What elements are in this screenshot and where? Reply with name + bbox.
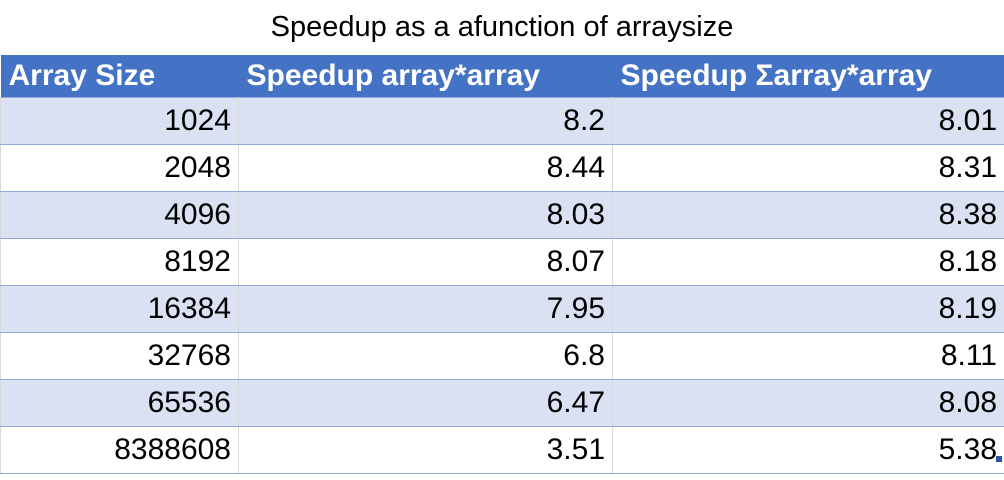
cell-speedup[interactable]: 6.47 (238, 379, 613, 427)
cell-speedup-sum[interactable]: 8.08 (612, 379, 1004, 427)
cell-speedup[interactable]: 8.2 (238, 97, 613, 145)
cell-array-size[interactable]: 32768 (0, 332, 239, 380)
table-row: 4096 8.03 8.38 (0, 191, 1004, 239)
cell-speedup-sum[interactable]: 8.38 (612, 191, 1004, 239)
cell-array-size[interactable]: 8192 (0, 238, 239, 286)
table-row: 2048 8.44 8.31 (0, 144, 1004, 192)
cell-speedup[interactable]: 8.07 (238, 238, 613, 286)
cell-array-size[interactable]: 16384 (0, 285, 239, 333)
cell-speedup-sum[interactable]: 8.19 (612, 285, 1004, 333)
table-row: 16384 7.95 8.19 (0, 285, 1004, 333)
table-row: 1024 8.2 8.01 (0, 97, 1004, 145)
table-row: 8388608 3.51 5.38 (0, 426, 1004, 474)
data-table: Array Size Speedup array*array Speedup Σ… (0, 55, 1004, 474)
cell-speedup[interactable]: 8.44 (238, 144, 613, 192)
table-row: 8192 8.07 8.18 (0, 238, 1004, 286)
table-title: Speedup as a afunction of arraysize (270, 11, 734, 43)
cell-array-size[interactable]: 2048 (0, 144, 239, 192)
table-row: 32768 6.8 8.11 (0, 332, 1004, 380)
cell-speedup[interactable]: 8.03 (238, 191, 613, 239)
header-speedup-sum-array-array[interactable]: Speedup Σarray*array (612, 55, 1004, 98)
cell-speedup-sum[interactable]: 5.38 (612, 426, 1004, 474)
cell-speedup-sum[interactable]: 8.31 (612, 144, 1004, 192)
cell-speedup-sum[interactable]: 8.18 (612, 238, 1004, 286)
cell-speedup[interactable]: 6.8 (238, 332, 613, 380)
fill-handle[interactable] (996, 456, 1002, 462)
header-speedup-array-array[interactable]: Speedup array*array (238, 55, 613, 98)
cell-array-size[interactable]: 8388608 (0, 426, 239, 474)
cell-array-size[interactable]: 65536 (0, 379, 239, 427)
header-row: Array Size Speedup array*array Speedup Σ… (0, 55, 1004, 98)
table-row: 65536 6.47 8.08 (0, 379, 1004, 427)
cell-speedup[interactable]: 7.95 (238, 285, 613, 333)
cell-array-size[interactable]: 4096 (0, 191, 239, 239)
header-array-size[interactable]: Array Size (0, 55, 239, 98)
cell-speedup-sum[interactable]: 8.11 (612, 332, 1004, 380)
cell-array-size[interactable]: 1024 (0, 97, 239, 145)
cell-speedup[interactable]: 3.51 (238, 426, 613, 474)
cell-speedup-sum[interactable]: 8.01 (612, 97, 1004, 145)
